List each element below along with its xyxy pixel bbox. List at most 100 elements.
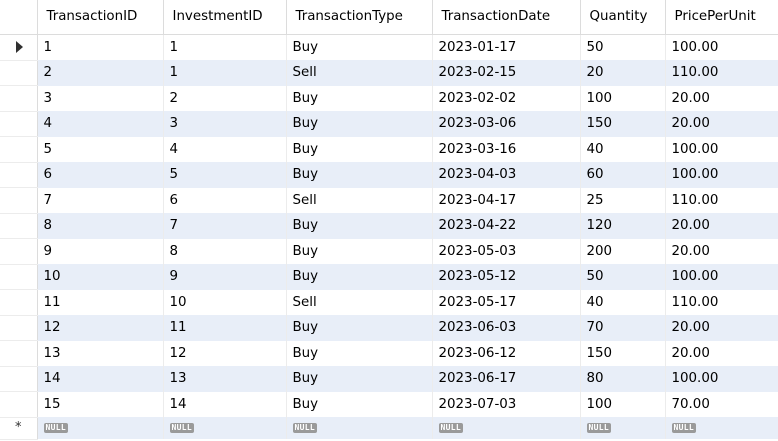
cell-quantity[interactable]: 40 <box>580 289 666 315</box>
table-row[interactable]: 3 2 Buy 2023-02-02 100 20.00 <box>0 85 778 112</box>
column-header-transactiontype[interactable]: TransactionType <box>286 0 433 35</box>
cell-transactiontype[interactable]: Buy <box>286 315 433 341</box>
cell-investmentid[interactable]: 13 <box>163 366 287 392</box>
cell-transactionid[interactable]: 5 <box>37 136 164 162</box>
cell-transactiondate[interactable]: 2023-05-12 <box>432 264 581 290</box>
cell-transactionid[interactable]: 15 <box>37 391 164 417</box>
cell-transactiontype[interactable]: Sell <box>286 289 433 315</box>
row-selector[interactable] <box>0 238 38 265</box>
table-row[interactable]: 9 8 Buy 2023-05-03 200 20.00 <box>0 238 778 265</box>
new-cell-transactionid[interactable]: NULL <box>37 417 164 439</box>
cell-quantity[interactable]: 70 <box>580 315 666 341</box>
cell-quantity[interactable]: 50 <box>580 34 666 60</box>
table-row[interactable]: 1 1 Buy 2023-01-17 50 100.00 <box>0 34 778 61</box>
cell-investmentid[interactable]: 5 <box>163 162 287 188</box>
cell-quantity[interactable]: 60 <box>580 162 666 188</box>
row-selector[interactable] <box>0 366 38 392</box>
cell-transactiondate[interactable]: 2023-04-17 <box>432 187 581 213</box>
cell-transactiondate[interactable]: 2023-05-03 <box>432 238 581 264</box>
cell-transactiontype[interactable]: Buy <box>286 34 433 60</box>
cell-priceperunit[interactable]: 110.00 <box>665 289 778 315</box>
new-cell-transactiontype[interactable]: NULL <box>286 417 433 439</box>
cell-investmentid[interactable]: 7 <box>163 213 287 239</box>
cell-transactiondate[interactable]: 2023-05-17 <box>432 289 581 315</box>
new-cell-quantity[interactable]: NULL <box>580 417 666 439</box>
cell-priceperunit[interactable]: 100.00 <box>665 162 778 188</box>
column-header-quantity[interactable]: Quantity <box>580 0 666 35</box>
row-selector[interactable] <box>0 162 38 188</box>
cell-quantity[interactable]: 20 <box>580 60 666 86</box>
row-selector[interactable] <box>0 315 38 341</box>
cell-priceperunit[interactable]: 20.00 <box>665 238 778 264</box>
cell-transactiondate[interactable]: 2023-03-16 <box>432 136 581 162</box>
cell-quantity[interactable]: 25 <box>580 187 666 213</box>
cell-quantity[interactable]: 100 <box>580 85 666 111</box>
cell-investmentid[interactable]: 11 <box>163 315 287 341</box>
table-row[interactable]: 10 9 Buy 2023-05-12 50 100.00 <box>0 264 778 290</box>
cell-transactionid[interactable]: 8 <box>37 213 164 239</box>
cell-transactiontype[interactable]: Buy <box>286 366 433 392</box>
column-header-priceperunit[interactable]: PricePerUnit <box>665 0 778 35</box>
cell-transactiondate[interactable]: 2023-01-17 <box>432 34 581 60</box>
cell-transactiondate[interactable]: 2023-06-12 <box>432 340 581 366</box>
new-cell-transactiondate[interactable]: NULL <box>432 417 581 439</box>
cell-transactionid[interactable]: 4 <box>37 111 164 137</box>
cell-quantity[interactable]: 40 <box>580 136 666 162</box>
table-row[interactable]: 7 6 Sell 2023-04-17 25 110.00 <box>0 187 778 214</box>
cell-investmentid[interactable]: 9 <box>163 264 287 290</box>
cell-quantity[interactable]: 80 <box>580 366 666 392</box>
cell-priceperunit[interactable]: 100.00 <box>665 34 778 60</box>
cell-transactiontype[interactable]: Buy <box>286 340 433 366</box>
table-row[interactable]: 2 1 Sell 2023-02-15 20 110.00 <box>0 60 778 86</box>
column-header-transactiondate[interactable]: TransactionDate <box>432 0 581 35</box>
row-selector[interactable] <box>0 60 38 86</box>
table-row[interactable]: 12 11 Buy 2023-06-03 70 20.00 <box>0 315 778 341</box>
cell-transactionid[interactable]: 10 <box>37 264 164 290</box>
table-row[interactable]: 15 14 Buy 2023-07-03 100 70.00 <box>0 391 778 418</box>
table-row[interactable]: 4 3 Buy 2023-03-06 150 20.00 <box>0 111 778 137</box>
cell-transactiondate[interactable]: 2023-04-22 <box>432 213 581 239</box>
cell-transactiondate[interactable]: 2023-03-06 <box>432 111 581 137</box>
cell-priceperunit[interactable]: 20.00 <box>665 213 778 239</box>
row-selector[interactable] <box>0 136 38 163</box>
cell-transactiontype[interactable]: Sell <box>286 60 433 86</box>
cell-transactiontype[interactable]: Buy <box>286 85 433 111</box>
row-selector[interactable] <box>0 34 38 61</box>
cell-transactionid[interactable]: 12 <box>37 315 164 341</box>
cell-priceperunit[interactable]: 70.00 <box>665 391 778 417</box>
cell-priceperunit[interactable]: 110.00 <box>665 187 778 213</box>
table-row[interactable]: 11 10 Sell 2023-05-17 40 110.00 <box>0 289 778 316</box>
table-row[interactable]: 5 4 Buy 2023-03-16 40 100.00 <box>0 136 778 163</box>
cell-transactionid[interactable]: 9 <box>37 238 164 264</box>
cell-transactiondate[interactable]: 2023-06-17 <box>432 366 581 392</box>
new-row[interactable]: * NULL NULL NULL NULL NULL NULL <box>0 417 778 440</box>
column-header-investmentid[interactable]: InvestmentID <box>163 0 287 35</box>
cell-transactionid[interactable]: 14 <box>37 366 164 392</box>
cell-transactiondate[interactable]: 2023-06-03 <box>432 315 581 341</box>
cell-investmentid[interactable]: 3 <box>163 111 287 137</box>
cell-transactiontype[interactable]: Buy <box>286 391 433 417</box>
row-selector[interactable] <box>0 391 38 418</box>
cell-priceperunit[interactable]: 20.00 <box>665 315 778 341</box>
cell-transactiontype[interactable]: Sell <box>286 187 433 213</box>
cell-transactiontype[interactable]: Buy <box>286 264 433 290</box>
cell-transactiontype[interactable]: Buy <box>286 136 433 162</box>
cell-priceperunit[interactable]: 20.00 <box>665 85 778 111</box>
table-row[interactable]: 14 13 Buy 2023-06-17 80 100.00 <box>0 366 778 392</box>
cell-priceperunit[interactable]: 100.00 <box>665 136 778 162</box>
cell-transactionid[interactable]: 2 <box>37 60 164 86</box>
cell-transactiontype[interactable]: Buy <box>286 238 433 264</box>
table-row[interactable]: 6 5 Buy 2023-04-03 60 100.00 <box>0 162 778 188</box>
cell-investmentid[interactable]: 8 <box>163 238 287 264</box>
cell-investmentid[interactable]: 4 <box>163 136 287 162</box>
cell-quantity[interactable]: 150 <box>580 111 666 137</box>
row-selector[interactable] <box>0 264 38 290</box>
cell-quantity[interactable]: 50 <box>580 264 666 290</box>
table-row[interactable]: 8 7 Buy 2023-04-22 120 20.00 <box>0 213 778 239</box>
cell-investmentid[interactable]: 2 <box>163 85 287 111</box>
row-selector[interactable] <box>0 340 38 367</box>
cell-quantity[interactable]: 200 <box>580 238 666 264</box>
row-selector[interactable] <box>0 111 38 137</box>
cell-transactiondate[interactable]: 2023-02-15 <box>432 60 581 86</box>
cell-priceperunit[interactable]: 20.00 <box>665 340 778 366</box>
